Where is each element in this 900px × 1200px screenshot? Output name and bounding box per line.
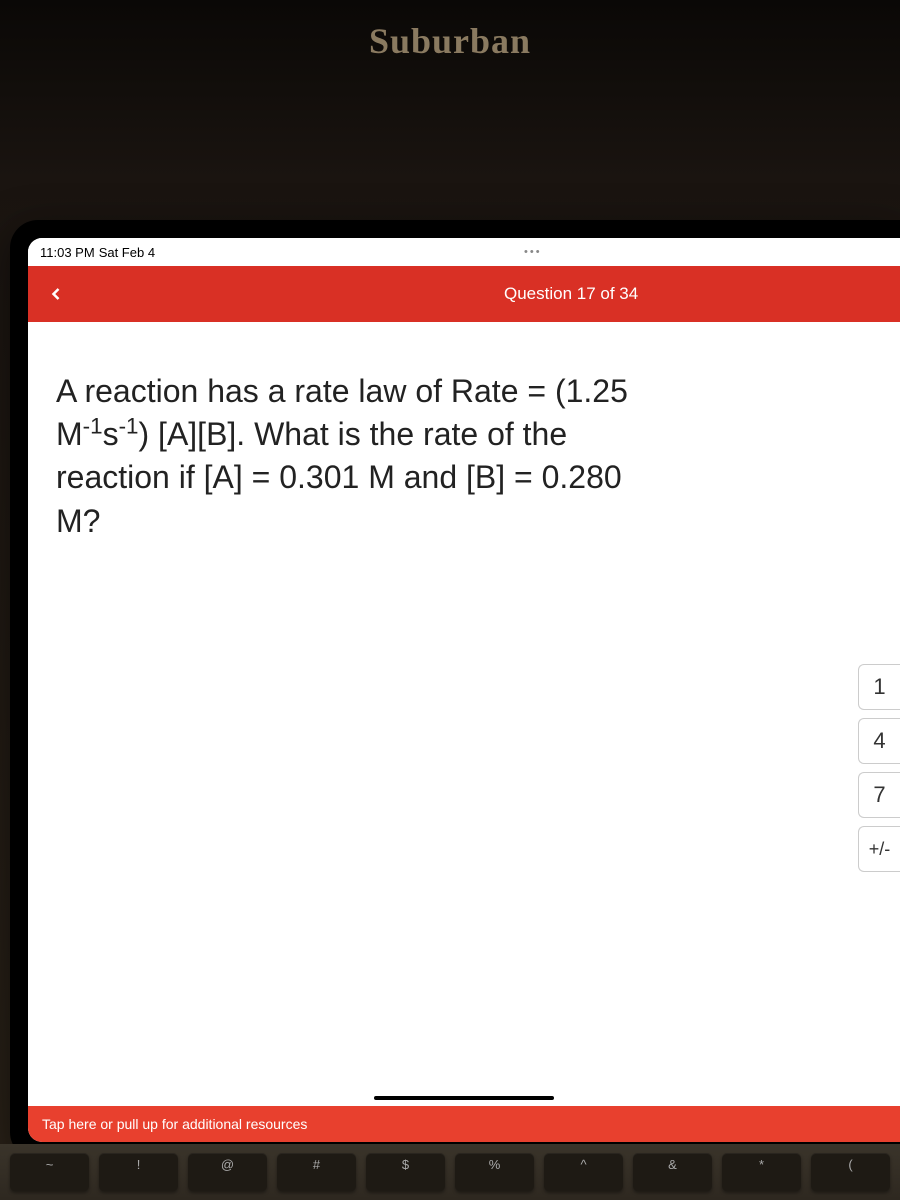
- question-line-2-prefix: M: [56, 416, 83, 452]
- back-button[interactable]: [28, 266, 84, 322]
- question-line-3: reaction if [A] = 0.301 M and [B] = 0.28…: [56, 459, 622, 495]
- vehicle-brand-label: Suburban: [369, 20, 531, 62]
- keypad-key-7[interactable]: 7: [858, 772, 900, 818]
- question-line-4: M?: [56, 503, 100, 539]
- kb-key-amp[interactable]: &: [633, 1153, 712, 1191]
- question-line-2-suffix: ) [A][B]. What is the rate of the: [139, 416, 568, 452]
- question-superscript-2: -1: [119, 414, 139, 439]
- kb-key-caret[interactable]: ^: [544, 1153, 623, 1191]
- kb-key-hash[interactable]: #: [277, 1153, 356, 1191]
- kb-key-dollar[interactable]: $: [366, 1153, 445, 1191]
- chevron-left-icon: [46, 284, 66, 304]
- status-time: 11:03 PM: [40, 245, 95, 260]
- more-icon[interactable]: •••: [524, 246, 542, 258]
- app-header: Question 17 of 34: [28, 266, 900, 322]
- tablet-screen: 11:03 PM Sat Feb 4 ••• Question 17 of 34…: [28, 238, 900, 1142]
- physical-keyboard-row: ~ ! @ # $ % ^ & * (: [0, 1144, 900, 1200]
- keypad-key-4[interactable]: 4: [858, 718, 900, 764]
- keypad-key-1[interactable]: 1: [858, 664, 900, 710]
- question-text: A reaction has a rate law of Rate = (1.2…: [28, 322, 900, 563]
- kb-key-asterisk[interactable]: *: [722, 1153, 801, 1191]
- kb-key-at[interactable]: @: [188, 1153, 267, 1191]
- keypad-key-plusminus[interactable]: +/-: [858, 826, 900, 872]
- question-counter: Question 17 of 34: [504, 284, 638, 304]
- kb-key-exclaim[interactable]: !: [99, 1153, 178, 1191]
- resources-bar[interactable]: Tap here or pull up for additional resou…: [28, 1106, 900, 1142]
- content-area: A reaction has a rate law of Rate = (1.2…: [28, 322, 900, 1106]
- kb-key-paren[interactable]: (: [811, 1153, 890, 1191]
- resources-label: Tap here or pull up for additional resou…: [42, 1116, 307, 1132]
- question-line-2-mid: s: [103, 416, 119, 452]
- home-indicator[interactable]: [374, 1096, 554, 1100]
- tablet-device-frame: 11:03 PM Sat Feb 4 ••• Question 17 of 34…: [10, 220, 900, 1160]
- status-bar: 11:03 PM Sat Feb 4 •••: [28, 238, 900, 266]
- numeric-keypad: 1 4 7 +/-: [858, 664, 900, 872]
- kb-key-percent[interactable]: %: [455, 1153, 534, 1191]
- question-line-1: A reaction has a rate law of Rate = (1.2…: [56, 373, 628, 409]
- question-superscript-1: -1: [83, 414, 103, 439]
- status-date: Sat Feb 4: [99, 245, 155, 260]
- kb-key-tilde[interactable]: ~: [10, 1153, 89, 1191]
